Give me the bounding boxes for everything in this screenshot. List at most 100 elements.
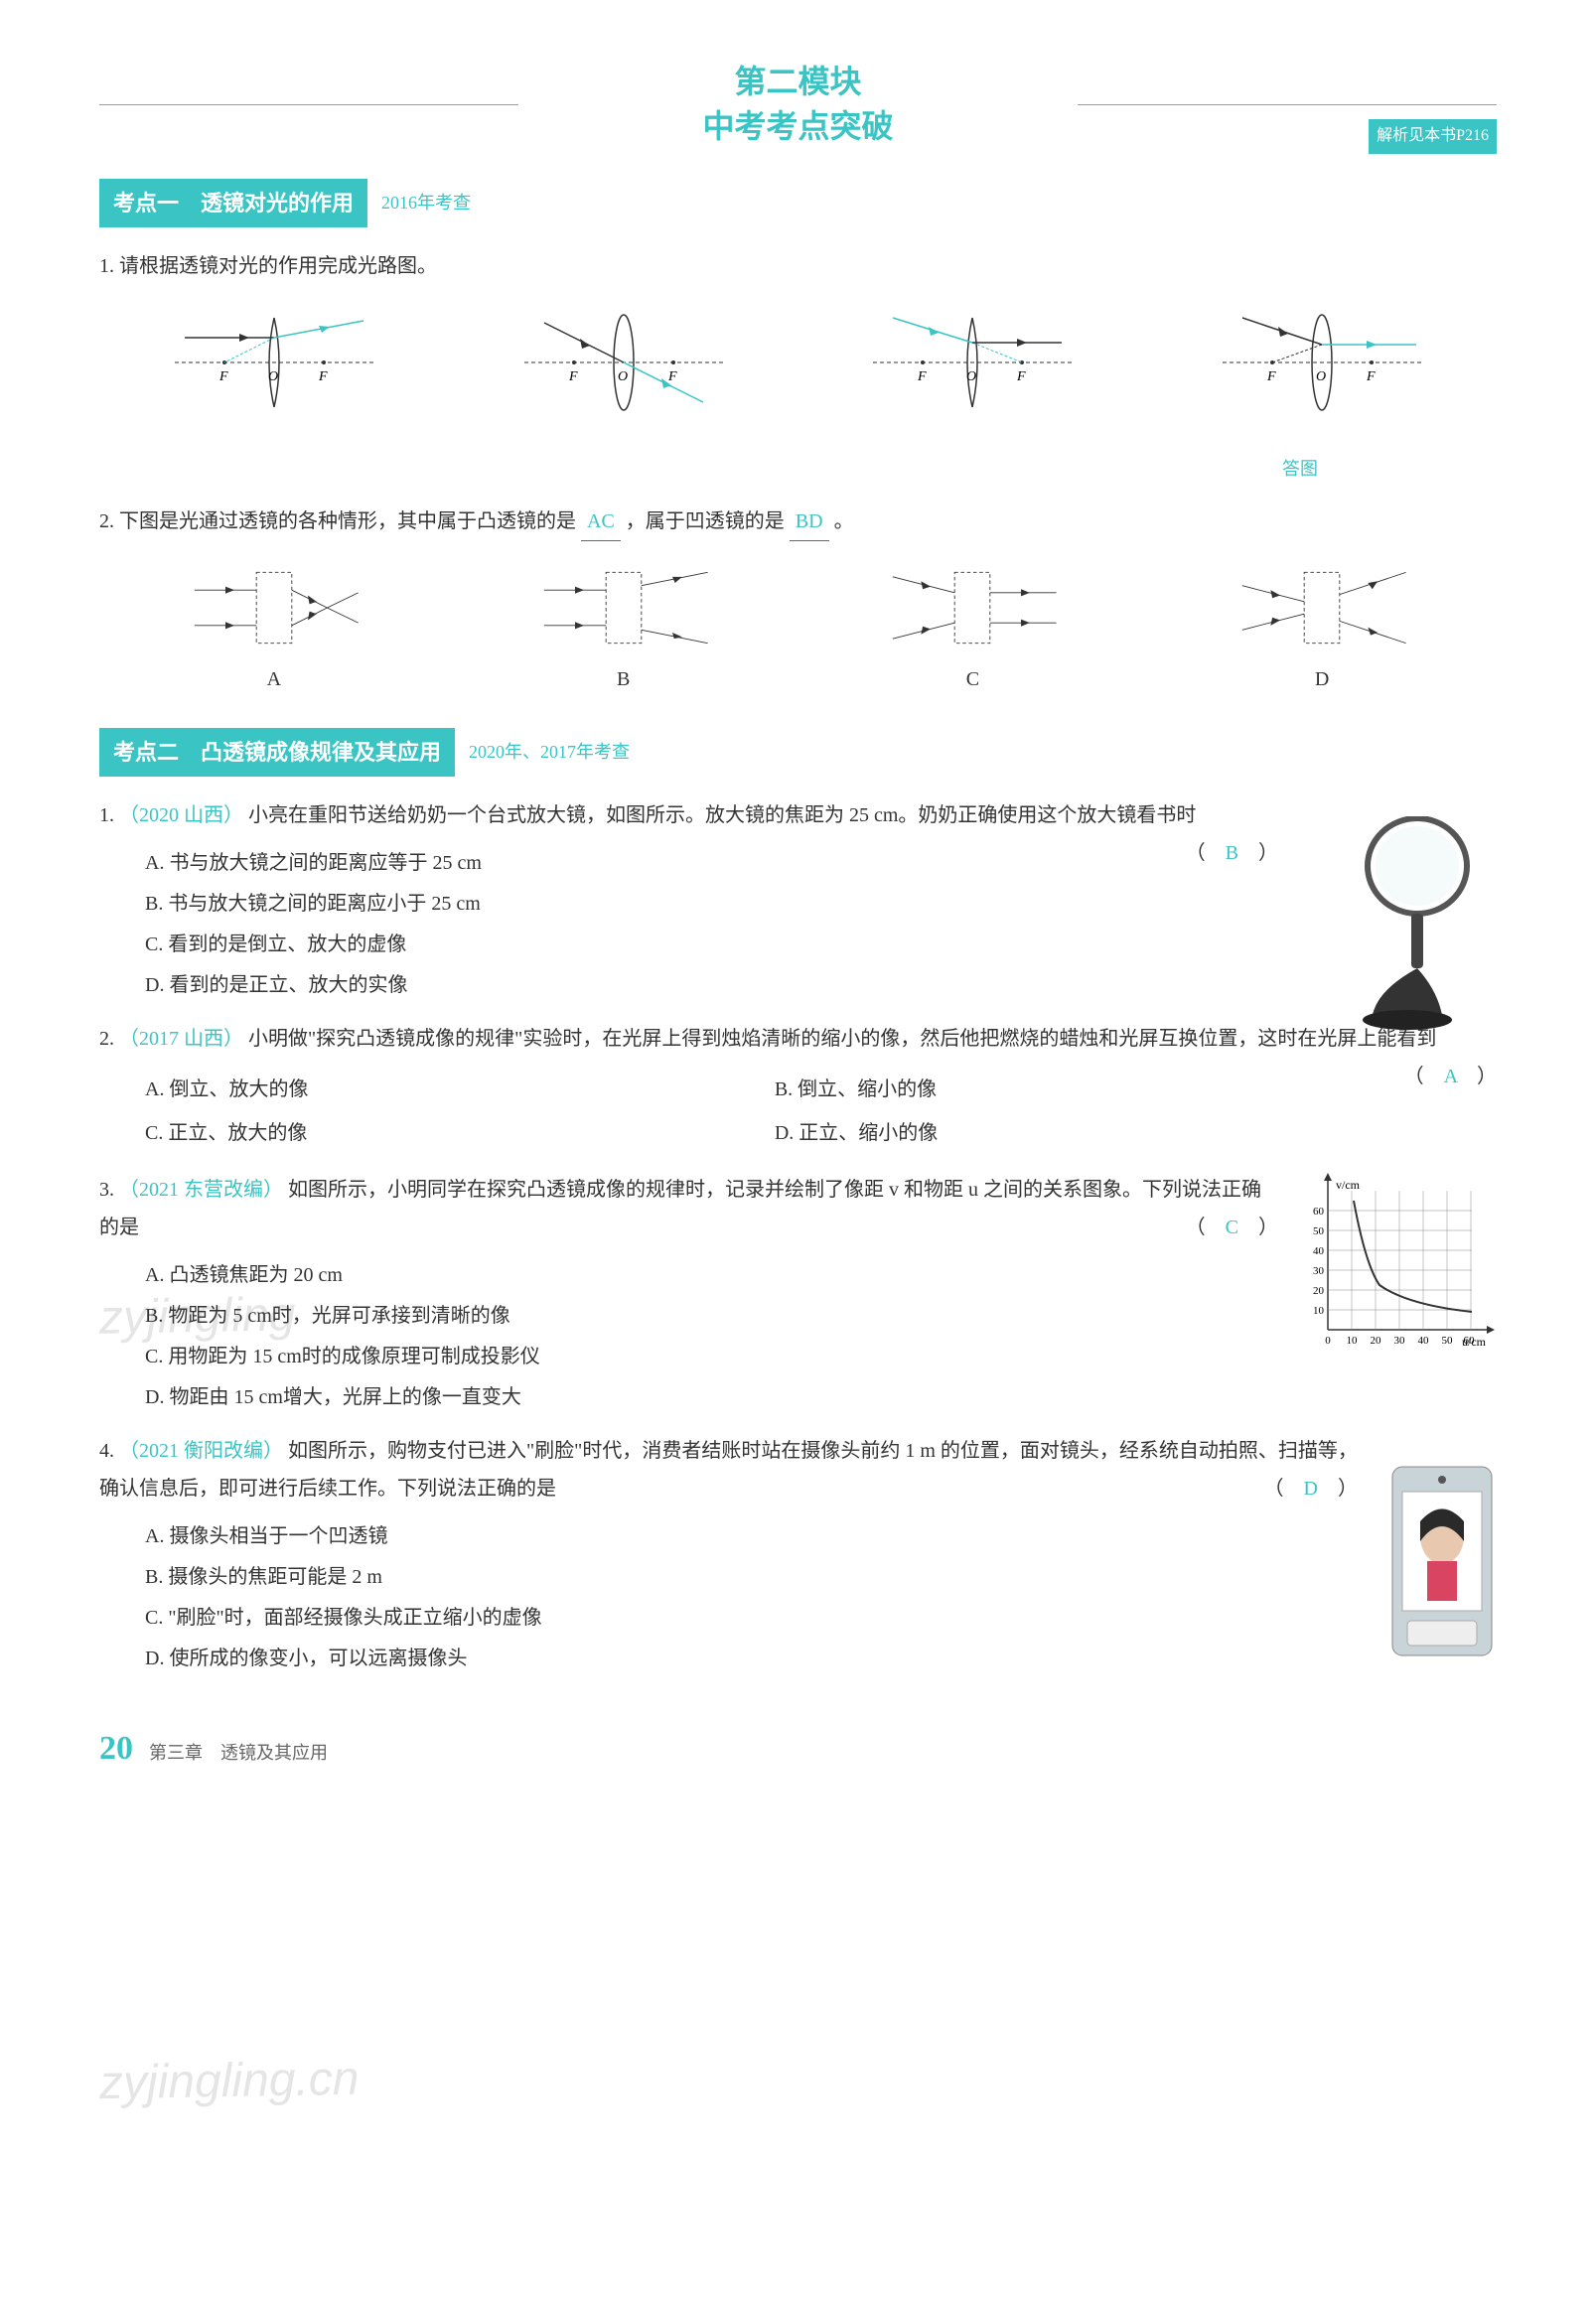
s2-q3-src: （2021 东营改编） [119, 1179, 283, 1201]
module-title-line2: 中考考点突破 [99, 104, 1497, 149]
s2-q1-opt-c: C. 看到的是倒立、放大的虚像 [145, 926, 1278, 963]
svg-text:F: F [667, 369, 677, 384]
box-diagram-a: A [165, 559, 383, 698]
s2-q3-opt-b: B. 物距为 5 cm时，光屏可承接到清晰的像 [145, 1297, 1278, 1335]
s2-q4-text: 如图所示，购物支付已进入"刷脸"时代，消费者结账时站在摄像头前约 1 m 的位置… [99, 1440, 1358, 1500]
section1-year: 2016年考查 [381, 186, 471, 219]
magnifier-image [1318, 816, 1497, 1035]
s2-q4-options: A. 摄像头相当于一个凹透镜 B. 摄像头的焦距可能是 2 m C. "刷脸"时… [99, 1517, 1358, 1677]
s2-q4-src: （2021 衡阳改编） [119, 1440, 283, 1462]
svg-text:50: 50 [1313, 1225, 1325, 1237]
lens-diagram-1: F F O [165, 303, 383, 442]
svg-text:40: 40 [1313, 1245, 1325, 1257]
module-header: 第二模块 中考考点突破 解析见本书P216 [99, 60, 1497, 149]
s2-q4-opt-b: B. 摄像头的焦距可能是 2 m [145, 1558, 1358, 1596]
svg-text:v/cm: v/cm [1336, 1178, 1361, 1192]
s1-q1: 1. 请根据透镜对光的作用完成光路图。 F F O [99, 247, 1497, 486]
s2-q1-stem: 1. （2020 山西） 小亮在重阳节送给奶奶一个台式放大镜，如图所示。放大镜的… [99, 796, 1278, 834]
box-diagram-c: C [863, 559, 1082, 698]
svg-text:60: 60 [1464, 1335, 1476, 1347]
s2-q3-opt-d: D. 物距由 15 cm增大，光屏上的像一直变大 [145, 1378, 1278, 1416]
s2-q3-answer: （ C ） [1186, 1209, 1278, 1246]
section1-tag: 考点一 透镜对光的作用 [99, 179, 367, 228]
s2-q2-text: 小明做"探究凸透镜成像的规律"实验时，在光屏上得到烛焰清晰的缩小的像，然后他把燃… [248, 1028, 1436, 1050]
label-c: C [966, 660, 979, 698]
s2-q1: 1. （2020 山西） 小亮在重阳节送给奶奶一个台式放大镜，如图所示。放大镜的… [99, 796, 1497, 1004]
s2-q1-answer: （ B ） [1186, 834, 1278, 872]
face-scan-device [1387, 1462, 1497, 1660]
svg-text:O: O [1316, 369, 1326, 384]
svg-text:50: 50 [1442, 1335, 1454, 1347]
box-diagram-d: D [1213, 559, 1431, 698]
s1-q2-diagrams: A B C [99, 559, 1497, 698]
uv-graph: v/cm u/cm 102030 405060 01020 30405060 [1298, 1171, 1497, 1350]
s2-q4-stem: 4. （2021 衡阳改编） 如图所示，购物支付已进入"刷脸"时代，消费者结账时… [99, 1432, 1358, 1507]
header-rule-left [99, 104, 518, 105]
svg-text:F: F [568, 369, 578, 384]
s2-q1-text: 小亮在重阳节送给奶奶一个台式放大镜，如图所示。放大镜的焦距为 25 cm。奶奶正… [248, 804, 1196, 826]
svg-text:O: O [966, 369, 976, 384]
svg-text:0: 0 [1325, 1335, 1331, 1347]
label-a: A [267, 660, 281, 698]
s1-q2-text: 2. 下图是光通过透镜的各种情形，其中属于凸透镜的是 AC ，属于凹透镜的是 B… [99, 502, 1497, 541]
svg-text:60: 60 [1313, 1206, 1325, 1218]
s1-q1-diagrams: F F O F F O [99, 303, 1497, 442]
s2-q1-src: （2020 山西） [119, 804, 243, 826]
s2-q4-opt-c: C. "刷脸"时，面部经摄像头成正立缩小的虚像 [145, 1599, 1358, 1637]
label-d: D [1315, 660, 1329, 698]
lens-diagram-4: F F O [1213, 303, 1431, 442]
label-b: B [617, 660, 630, 698]
svg-text:F: F [1366, 369, 1376, 384]
section2-tag: 考点二 凸透镜成像规律及其应用 [99, 728, 455, 778]
svg-text:40: 40 [1418, 1335, 1430, 1347]
svg-text:20: 20 [1371, 1335, 1382, 1347]
s2-q2: 2. （2017 山西） 小明做"探究凸透镜成像的规律"实验时，在光屏上得到烛焰… [99, 1020, 1497, 1155]
s2-q4-answer: （ D ） [1264, 1470, 1358, 1507]
svg-text:O: O [268, 369, 278, 384]
s1-q1-text: 1. 请根据透镜对光的作用完成光路图。 [99, 247, 1497, 285]
s2-q1-opt-b: B. 书与放大镜之间的距离应小于 25 cm [145, 885, 1278, 923]
s1-q2-blank1: AC [581, 502, 621, 541]
svg-text:30: 30 [1313, 1265, 1325, 1277]
svg-text:F: F [218, 369, 228, 384]
reference-note: 解析见本书P216 [1369, 119, 1497, 153]
section2-year: 2020年、2017年考查 [469, 735, 630, 769]
header-rule-right [1078, 104, 1497, 105]
svg-text:F: F [917, 369, 927, 384]
s2-q3-opt-a: A. 凸透镜焦距为 20 cm [145, 1256, 1278, 1294]
s1-q2-blank2: BD [790, 502, 829, 541]
lens-diagram-3: F F O [863, 303, 1082, 442]
svg-text:F: F [318, 369, 328, 384]
s1-q2-mid: ，属于凹透镜的是 [626, 510, 785, 532]
s2-q1-opt-d: D. 看到的是正立、放大的实像 [145, 966, 1278, 1004]
svg-text:10: 10 [1347, 1335, 1359, 1347]
svg-text:10: 10 [1313, 1305, 1325, 1317]
s2-q2-opt-c: C. 正立、放大的像 [145, 1114, 775, 1152]
s1-q2: 2. 下图是光通过透镜的各种情形，其中属于凸透镜的是 AC ，属于凹透镜的是 B… [99, 502, 1497, 698]
s2-q1-options: A. 书与放大镜之间的距离应等于 25 cm B. 书与放大镜之间的距离应小于 … [99, 844, 1278, 1004]
section2-header: 考点二 凸透镜成像规律及其应用 2020年、2017年考查 [99, 728, 1497, 778]
s2-q3-stem: 3. （2021 东营改编） 如图所示，小明同学在探究凸透镜成像的规律时，记录并… [99, 1171, 1278, 1246]
svg-text:F: F [1016, 369, 1026, 384]
svg-text:F: F [1266, 369, 1276, 384]
page-footer: 20 第三章 透镜及其应用 [99, 1717, 1497, 1782]
s2-q3-options: A. 凸透镜焦距为 20 cm B. 物距为 5 cm时，光屏可承接到清晰的像 … [99, 1256, 1278, 1416]
s2-q2-answer: （ A ） [1404, 1058, 1497, 1095]
box-diagram-b: B [514, 559, 733, 698]
chapter-label: 第三章 透镜及其应用 [149, 1736, 328, 1770]
section1-header: 考点一 透镜对光的作用 2016年考查 [99, 179, 1497, 228]
s2-q1-opt-a: A. 书与放大镜之间的距离应等于 25 cm [145, 844, 1278, 882]
s2-q4-opt-a: A. 摄像头相当于一个凹透镜 [145, 1517, 1358, 1555]
s2-q2-options: A. 倒立、放大的像 B. 倒立、缩小的像 C. 正立、放大的像 D. 正立、缩… [99, 1068, 1404, 1155]
s2-q2-src: （2017 山西） [119, 1028, 243, 1050]
lens-diagram-2: F F O [514, 303, 733, 442]
module-title-line1: 第二模块 [99, 60, 1497, 104]
answer-label: 答图 [99, 452, 1318, 486]
s2-q4: 4. （2021 衡阳改编） 如图所示，购物支付已进入"刷脸"时代，消费者结账时… [99, 1432, 1497, 1677]
s2-q2-stem: 2. （2017 山西） 小明做"探究凸透镜成像的规律"实验时，在光屏上得到烛焰… [99, 1020, 1497, 1058]
s2-q2-opt-d: D. 正立、缩小的像 [775, 1114, 1404, 1152]
watermark-2: zyjingling.cn [98, 2034, 360, 2129]
s2-q4-opt-d: D. 使所成的像变小，可以远离摄像头 [145, 1640, 1358, 1677]
s2-q2-opt-a: A. 倒立、放大的像 [145, 1071, 775, 1108]
svg-text:30: 30 [1394, 1335, 1406, 1347]
